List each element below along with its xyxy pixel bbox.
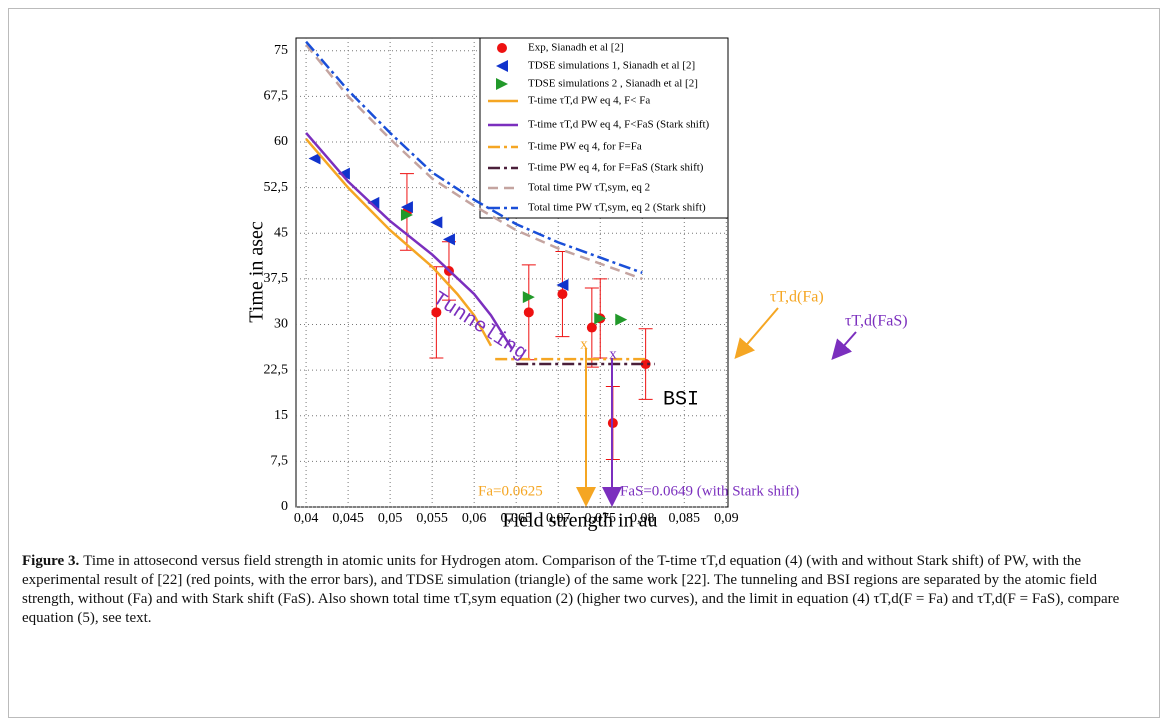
point — [594, 312, 607, 325]
x-tick-label: 0,05 — [378, 511, 403, 526]
point — [367, 196, 380, 209]
y-tick-label: 30 — [274, 317, 288, 332]
x-tick-label: 0,06 — [462, 511, 487, 526]
x-tick-label: 0,075 — [584, 511, 616, 526]
line — [305, 138, 493, 347]
annotation: Fa=0.0625 — [478, 483, 543, 499]
line — [305, 40, 643, 274]
figure-frame — [8, 8, 1160, 718]
annotation: τT,d(FaS) — [845, 313, 908, 330]
legend-label: T-time τT,d PW eq 4, F<FaS (Stark shift) — [528, 119, 710, 131]
line — [305, 43, 643, 281]
y-axis-label: Time in asec — [246, 221, 268, 323]
legend-marker — [496, 60, 508, 72]
annotation: BSI — [663, 388, 699, 411]
point — [523, 307, 534, 318]
y-tick-label: 45 — [274, 225, 288, 240]
y-tick-label: 52,5 — [264, 180, 289, 195]
y-tick-label: 60 — [274, 134, 288, 149]
legend-marker — [497, 43, 507, 53]
x-tick-label: 0,09 — [714, 511, 739, 526]
x-tick-label: 0,045 — [332, 511, 364, 526]
y-tick-label: 15 — [274, 408, 288, 423]
point — [400, 201, 413, 214]
x-tick-label: 0,085 — [669, 511, 701, 526]
point — [431, 307, 442, 318]
annotation: x — [609, 346, 617, 362]
point — [400, 209, 413, 222]
point — [337, 167, 350, 180]
x-tick-label: 0,08 — [630, 511, 655, 526]
annotation: x — [580, 336, 588, 352]
x-tick-label: 0,065 — [500, 511, 532, 526]
y-tick-label: 7,5 — [271, 454, 289, 469]
annotation: FaS=0.0649 (with Stark shift) — [620, 483, 799, 499]
point — [308, 152, 321, 165]
point — [615, 313, 628, 326]
legend-label: TDSE simulations 2 , Sianadh et al [2] — [528, 78, 698, 90]
point — [556, 278, 569, 291]
point — [430, 216, 443, 229]
arrow — [734, 307, 779, 360]
legend-label: Exp, Sianadh et al [2] — [528, 42, 624, 54]
point — [522, 291, 535, 304]
y-tick-label: 67,5 — [264, 89, 289, 104]
caption: Figure 3. Time in attosecond versus field… — [22, 552, 1142, 628]
y-tick-label: 0 — [281, 499, 288, 514]
line — [305, 132, 514, 350]
x-tick-label: 0,04 — [294, 511, 319, 526]
point — [640, 359, 651, 370]
x-tick-label: 0,07 — [546, 511, 571, 526]
x-tick-label: 0,055 — [416, 511, 448, 526]
legend-label: T-time τT,d PW eq 4, F< Fa — [528, 95, 650, 107]
caption-text: Time in attosecond versus field strength… — [22, 553, 1120, 626]
legend — [479, 37, 729, 219]
y-tick-label: 22,5 — [264, 362, 289, 377]
arrow — [831, 331, 857, 361]
caption-label: Figure 3. — [22, 553, 80, 569]
legend-label: Total time PW τT,sym, eq 2 (Stark shift) — [528, 202, 706, 214]
y-tick-label: 75 — [274, 43, 288, 58]
annotation: τT,d(Fa) — [770, 289, 824, 306]
chart: Field strength in au Time in asec 0,04 0,… — [246, 37, 908, 532]
point — [586, 322, 597, 333]
legend-marker — [496, 78, 508, 90]
legend-label: TDSE simulations 1, Sianadh et al [2] — [528, 60, 695, 72]
point — [557, 289, 568, 300]
y-tick-label: 37,5 — [264, 271, 289, 286]
point — [442, 233, 455, 246]
x-axis-label: Field strength in au — [503, 510, 658, 532]
legend-label: T-time PW eq 4, for F=Fa — [528, 141, 642, 153]
legend-label: T-time PW eq 4, for F=FaS (Stark shift) — [528, 162, 704, 174]
legend-label: Total time PW τT,sym, eq 2 — [528, 182, 650, 194]
